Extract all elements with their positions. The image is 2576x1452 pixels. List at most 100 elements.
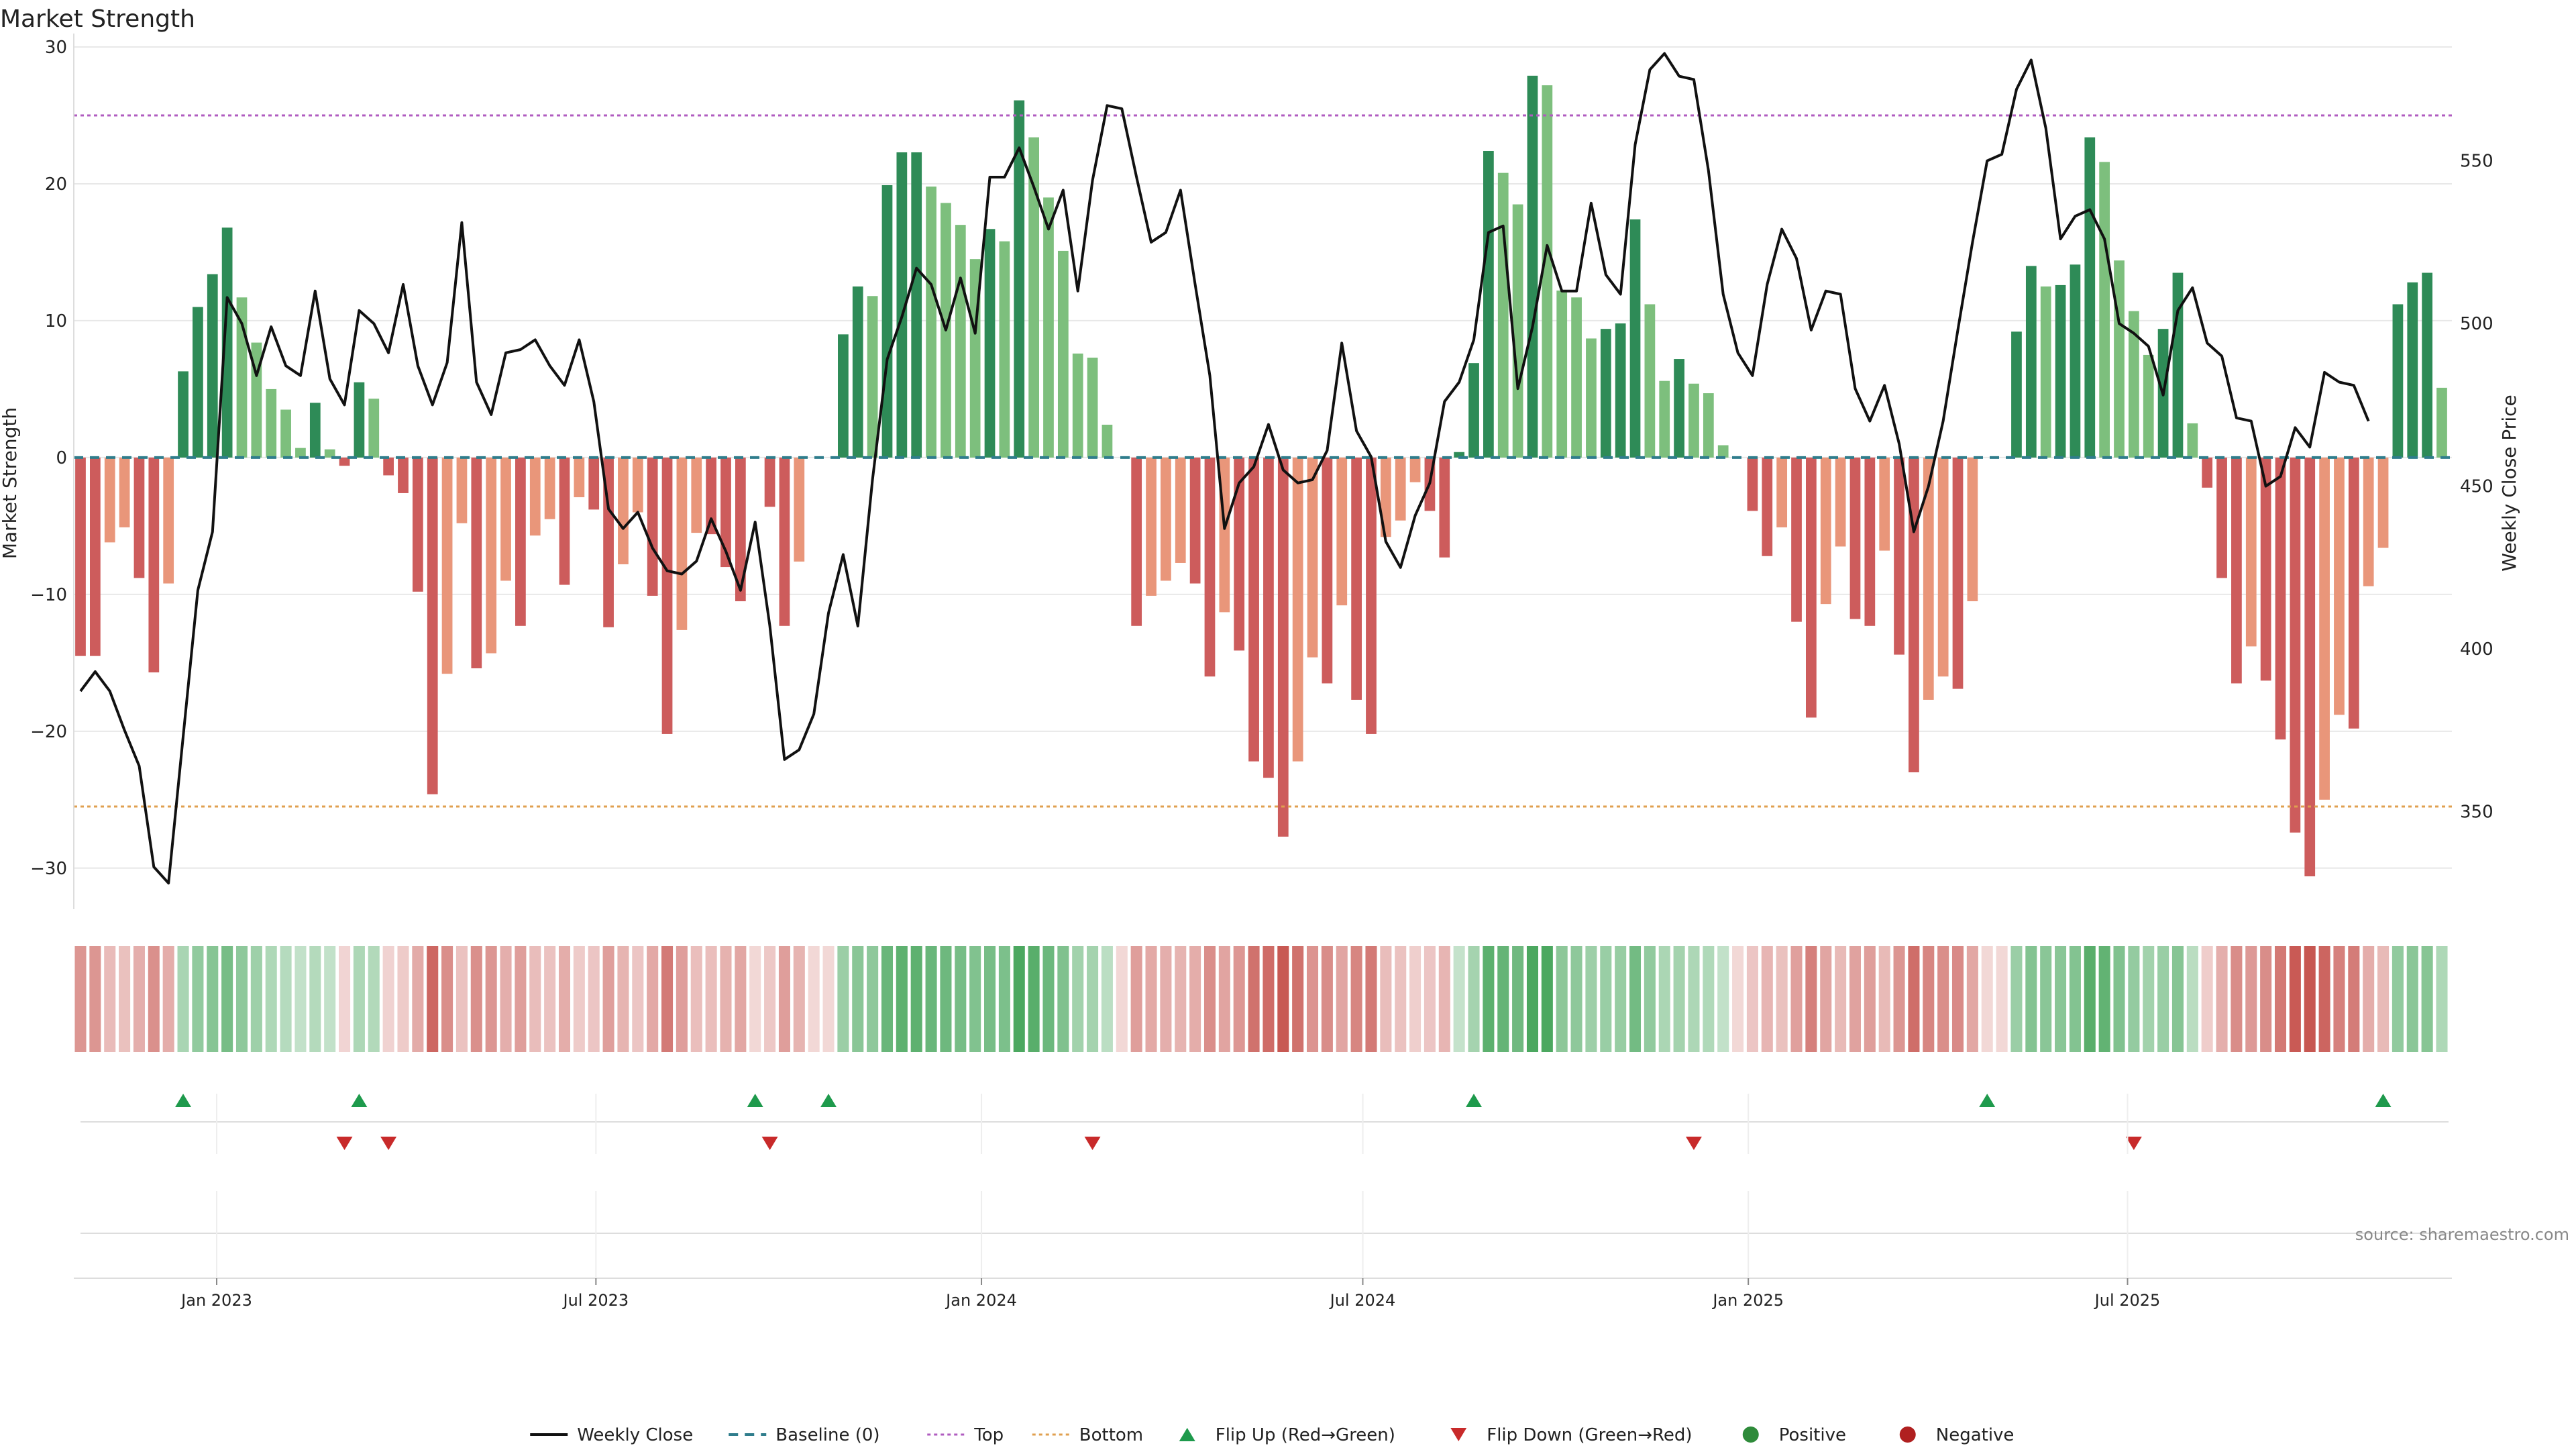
heat-cell: [2201, 946, 2213, 1052]
legend-swatch-triangle-down: [1450, 1428, 1467, 1441]
heat-cell: [1130, 946, 1142, 1052]
flip-up-marker: [2375, 1094, 2392, 1107]
strength-bar: [955, 225, 966, 458]
heat-cell: [2333, 946, 2345, 1052]
y-tick-label: 0: [56, 448, 67, 468]
heat-cell: [1835, 946, 1847, 1052]
strength-bar: [1028, 137, 1039, 458]
strength-bar: [881, 185, 893, 458]
strength-bar: [735, 457, 746, 602]
y2-tick-label: 450: [2460, 477, 2493, 497]
strength-bar: [1703, 393, 1714, 458]
strength-bar: [1849, 457, 1861, 619]
heat-cell: [2025, 946, 2037, 1052]
heat-cell: [89, 946, 101, 1052]
heat-cell: [235, 946, 248, 1052]
strength-bar: [368, 399, 380, 458]
legend-swatch-circle: [1899, 1427, 1916, 1443]
strength-bar: [1571, 297, 1582, 458]
heat-cell: [1908, 946, 1920, 1052]
strength-bar: [676, 457, 688, 630]
flip-down-marker: [761, 1137, 778, 1150]
heat-cell: [705, 946, 717, 1052]
heat-cell: [632, 946, 644, 1052]
strength-bar: [2187, 423, 2198, 458]
y2-tick-label: 400: [2460, 639, 2493, 660]
flip-markers: [74, 1094, 2452, 1279]
heat-cell: [1350, 946, 1362, 1052]
strength-bar: [764, 457, 775, 507]
strength-bar: [1161, 457, 1171, 581]
heat-cell: [1365, 946, 1377, 1052]
flip-up-marker: [175, 1094, 192, 1107]
y-tick-label: −20: [30, 722, 67, 742]
strength-bar: [2334, 457, 2345, 715]
strength-bar: [1717, 445, 1729, 458]
legend-item: Negative: [1899, 1425, 2014, 1445]
legend-item: Bottom: [1032, 1425, 1143, 1445]
heat-cell: [1175, 946, 1187, 1052]
legend-label: Top: [973, 1425, 1004, 1445]
heat-cell: [867, 946, 879, 1052]
heat-cell: [1717, 946, 1729, 1052]
strength-bar: [280, 409, 291, 458]
strength-bar: [1439, 457, 1450, 558]
strength-bar: [1380, 457, 1391, 537]
legend-swatch-triangle-up: [1179, 1428, 1195, 1441]
strength-bar: [1937, 457, 1949, 677]
heat-cell: [1864, 946, 1876, 1052]
chart-title: Market Strength: [0, 5, 195, 33]
strength-bar: [1806, 457, 1817, 718]
heat-cell: [2363, 946, 2375, 1052]
strength-bar: [2055, 284, 2066, 458]
heat-cell: [1424, 946, 1436, 1052]
heat-cell: [1541, 946, 1553, 1052]
heat-cell: [661, 946, 674, 1052]
heat-cell: [74, 946, 87, 1052]
strength-bar: [2070, 264, 2081, 458]
heat-cell: [940, 946, 952, 1052]
heat-cell: [2348, 946, 2360, 1052]
strength-bar: [1512, 204, 1523, 458]
flip-down-marker: [1084, 1137, 1101, 1150]
heat-cell: [2010, 946, 2023, 1052]
heat-cell: [1292, 946, 1304, 1052]
legend-item: Top: [927, 1425, 1004, 1445]
heat-cell: [1483, 946, 1495, 1052]
heat-cell: [2260, 946, 2272, 1052]
strength-bar: [911, 152, 922, 458]
heat-cell: [192, 946, 204, 1052]
heat-cell: [2216, 946, 2228, 1052]
heat-cell: [1629, 946, 1642, 1052]
strength-bar: [603, 457, 614, 627]
heat-cell: [984, 946, 996, 1052]
strength-bar: [1146, 457, 1157, 596]
heat-cell: [2143, 946, 2155, 1052]
heat-cell: [1556, 946, 1568, 1052]
heat-cell: [1248, 946, 1260, 1052]
heat-cell: [1703, 946, 1715, 1052]
legend-item: Positive: [1742, 1425, 1846, 1445]
strength-bar: [1468, 363, 1479, 458]
strength-bar: [500, 457, 511, 581]
strength-bar: [2025, 266, 2037, 458]
heat-cell: [250, 946, 262, 1052]
strength-bar: [632, 457, 643, 513]
legend-item: Baseline (0): [729, 1425, 880, 1445]
strength-bar: [486, 457, 497, 654]
strength-bar: [2377, 457, 2389, 548]
heat-cell: [2055, 946, 2067, 1052]
heat-cell: [1218, 946, 1230, 1052]
strength-bar: [2216, 457, 2227, 578]
strength-bar: [2114, 260, 2125, 458]
heat-cell: [735, 946, 747, 1052]
heat-cell: [1028, 946, 1040, 1052]
heat-cell: [881, 946, 894, 1052]
strength-bar: [1879, 457, 1890, 551]
strength-bar: [1277, 457, 1289, 837]
heat-cell: [1951, 946, 1964, 1052]
legend-label: Positive: [1779, 1425, 1846, 1445]
strength-bar: [852, 286, 863, 458]
heat-cell: [1746, 946, 1758, 1052]
x-tick-label: Jul 2023: [562, 1291, 629, 1310]
